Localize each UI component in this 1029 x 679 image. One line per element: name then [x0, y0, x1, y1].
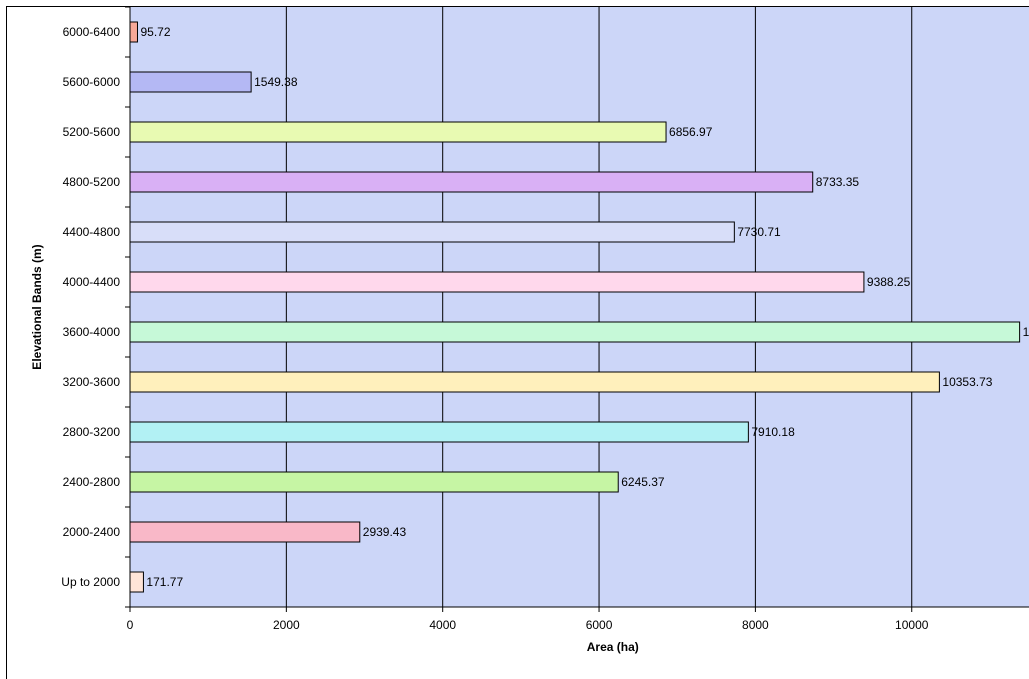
y-tick-label: 5600-6000 [63, 75, 121, 89]
plot-area [130, 7, 1029, 607]
y-tick-label: 2800-3200 [63, 425, 121, 439]
data-label: 7910.18 [751, 425, 795, 439]
y-tick-label: 5200-5600 [63, 125, 121, 139]
gridlines [285, 7, 913, 607]
data-label: 10353.73 [942, 375, 992, 389]
data-label: 95.72 [140, 25, 170, 39]
y-tick-label: 4800-5200 [63, 175, 121, 189]
bar [129, 571, 144, 593]
bar [129, 471, 619, 493]
y-tick-label: 4400-4800 [63, 225, 121, 239]
data-label: 1549.38 [254, 75, 298, 89]
y-axis: Up to 2000 2000-2400 2400-2800 2800-3200 320… [61, 6, 131, 608]
data-label: 6856.97 [669, 125, 713, 139]
y-tick-label: Up to 2000 [61, 575, 120, 589]
bar [129, 121, 667, 143]
x-axis-title: Area (ha) [587, 640, 639, 654]
data-label: 1 [1023, 325, 1029, 339]
data-labels: 171.77 2939.43 6245.37 7910.18 10353.73 1 9388… [140, 25, 1029, 589]
data-label: 7730.71 [737, 225, 781, 239]
x-tick-label: 10000 [895, 618, 929, 632]
x-tick-label: 6000 [586, 618, 613, 632]
data-label: 8733.35 [816, 175, 860, 189]
y-tick-label: 4000-4400 [63, 275, 121, 289]
y-tick-label: 6000-6400 [63, 25, 121, 39]
bar [129, 521, 361, 543]
y-tick-label: 2400-2800 [63, 475, 121, 489]
bar [129, 271, 865, 293]
x-tick-label: 0 [127, 618, 134, 632]
bar [129, 221, 735, 243]
data-label: 171.77 [146, 575, 183, 589]
y-axis-title: Elevational Bands (m) [30, 244, 44, 369]
x-tick-label: 8000 [742, 618, 769, 632]
data-label: 2939.43 [363, 525, 407, 539]
data-label: 6245.37 [621, 475, 665, 489]
y-tick-label: 2000-2400 [63, 525, 121, 539]
bar [129, 171, 814, 193]
y-tick-label: 3200-3600 [63, 375, 121, 389]
x-tick-label: 2000 [273, 618, 300, 632]
bar [129, 71, 252, 93]
x-tick-label: 4000 [429, 618, 456, 632]
y-tick-label: 3600-4000 [63, 325, 121, 339]
bar [129, 321, 1021, 343]
bar [129, 371, 940, 393]
bar [129, 421, 749, 443]
data-label: 9388.25 [867, 275, 911, 289]
bars [129, 21, 1021, 593]
x-axis: 0 2000 4000 6000 8000 10000 [127, 606, 1029, 632]
bar [129, 21, 138, 43]
